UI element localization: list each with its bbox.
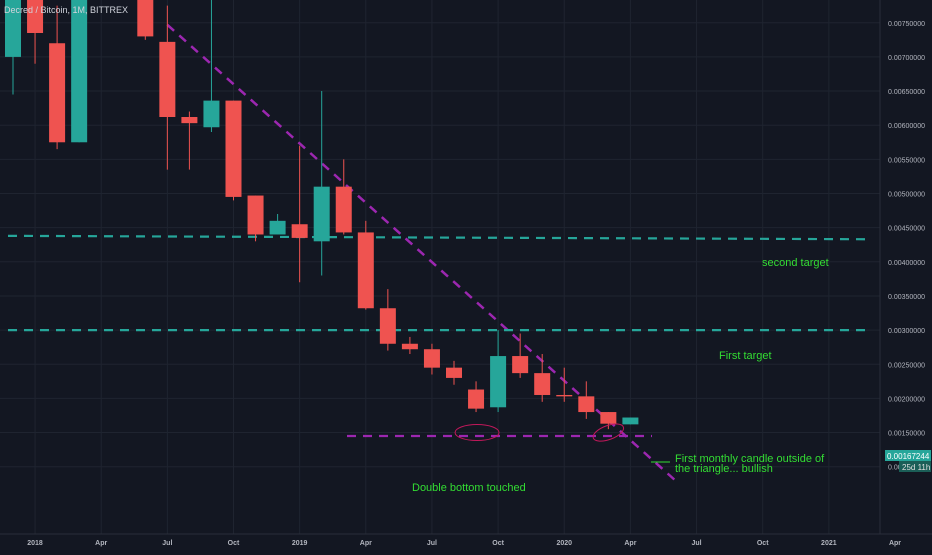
- price-tick-label: 0.00650000: [888, 89, 925, 96]
- last-price-badge: [885, 450, 931, 461]
- time-tick-label: Oct: [492, 540, 504, 547]
- candle-down: [401, 343, 418, 350]
- last-price-text: 0.00167244: [887, 452, 930, 461]
- time-tick-label: Apr: [889, 540, 901, 547]
- breakout-label-line1: First monthly candle outside of: [675, 453, 825, 465]
- candle-down: [534, 373, 551, 395]
- price-tick-label: 0.00200000: [888, 396, 925, 403]
- candle-down: [137, 0, 154, 37]
- candle-up: [269, 220, 286, 235]
- time-tick-label: Oct: [757, 540, 769, 547]
- candle-up: [313, 186, 330, 242]
- candle-down: [291, 224, 308, 238]
- price-tick-label: 0.00500000: [888, 192, 925, 199]
- time-axis[interactable]: 2018 Apr Jul Oct 2019 Apr Jul Oct 2020 Apr Jul Oct 2…: [0, 533, 932, 550]
- candle-down: [247, 195, 264, 235]
- time-tick-label: 2019: [292, 540, 308, 547]
- candle-down: [379, 308, 396, 344]
- time-tick-label: Apr: [95, 540, 107, 547]
- time-axis-background: [0, 534, 932, 550]
- breakout-label-line2: the triangle... bullish: [675, 463, 773, 475]
- candle-down: [556, 394, 573, 397]
- price-tick-label: 0.00400000: [888, 260, 925, 267]
- candle-down: [159, 41, 176, 118]
- candle-up: [622, 417, 639, 425]
- candle-up: [71, 0, 88, 143]
- candle-down: [357, 232, 374, 309]
- time-tick-label: 2021: [821, 540, 837, 547]
- price-tick-label: 0.00250000: [888, 362, 925, 369]
- candle-up: [5, 0, 21, 57]
- price-axis-background: [880, 0, 932, 534]
- time-tick-label: Jul: [691, 540, 701, 547]
- candle-down: [181, 117, 198, 124]
- highlight-circles: [454, 423, 625, 442]
- double-bottom-circle-left: [454, 424, 500, 442]
- time-tick-label: Jul: [162, 540, 172, 547]
- first-target-label: First target: [719, 350, 772, 362]
- candle-down: [446, 367, 462, 378]
- double-bottom-label: Double bottom touched: [412, 482, 526, 494]
- time-tick-label: Oct: [228, 540, 240, 547]
- double-bottom-circle-right: [592, 423, 625, 442]
- candle-up: [203, 100, 220, 128]
- countdown-text: 25d 11h: [902, 463, 930, 472]
- price-tick-label: 0.00450000: [888, 226, 925, 233]
- price-tick-label: 0.00750000: [888, 21, 925, 28]
- candle-down: [512, 356, 529, 374]
- chart-title: Decred / Bitcoin, 1M, BITTREX: [4, 5, 129, 15]
- price-tick-label: 0.00600000: [888, 123, 925, 130]
- candle-down: [600, 412, 617, 424]
- grid-lines: [0, 0, 896, 534]
- price-tick-label: 0.00700000: [888, 55, 925, 62]
- price-tick-label: 0.00300000: [888, 328, 925, 335]
- time-tick-label: Jul: [427, 540, 437, 547]
- candle-down: [27, 0, 44, 33]
- price-badges: 0.00167244 25d 11h: [885, 450, 931, 472]
- second-target-line: [7, 234, 873, 241]
- candle-down: [49, 43, 66, 143]
- candles: [5, 0, 639, 430]
- candle-down: [578, 396, 595, 413]
- countdown-badge: [899, 461, 931, 472]
- time-tick-label: 2020: [556, 540, 572, 547]
- time-tick-label: Apr: [360, 540, 372, 547]
- second-target-label: second target: [762, 257, 829, 269]
- time-tick-label: 2018: [27, 540, 43, 547]
- price-tick-label: 0.00150000: [888, 431, 925, 438]
- candle-down: [335, 186, 352, 233]
- candle-down: [423, 349, 440, 368]
- time-tick-label: Apr: [624, 540, 636, 547]
- candle-down: [225, 100, 242, 197]
- candle-up: [490, 356, 507, 408]
- annotations: second target First target Double bottom…: [412, 257, 829, 494]
- price-tick-label: 0.00550000: [888, 157, 925, 164]
- price-tick-label: 0.00350000: [888, 294, 925, 301]
- candle-down: [468, 389, 485, 409]
